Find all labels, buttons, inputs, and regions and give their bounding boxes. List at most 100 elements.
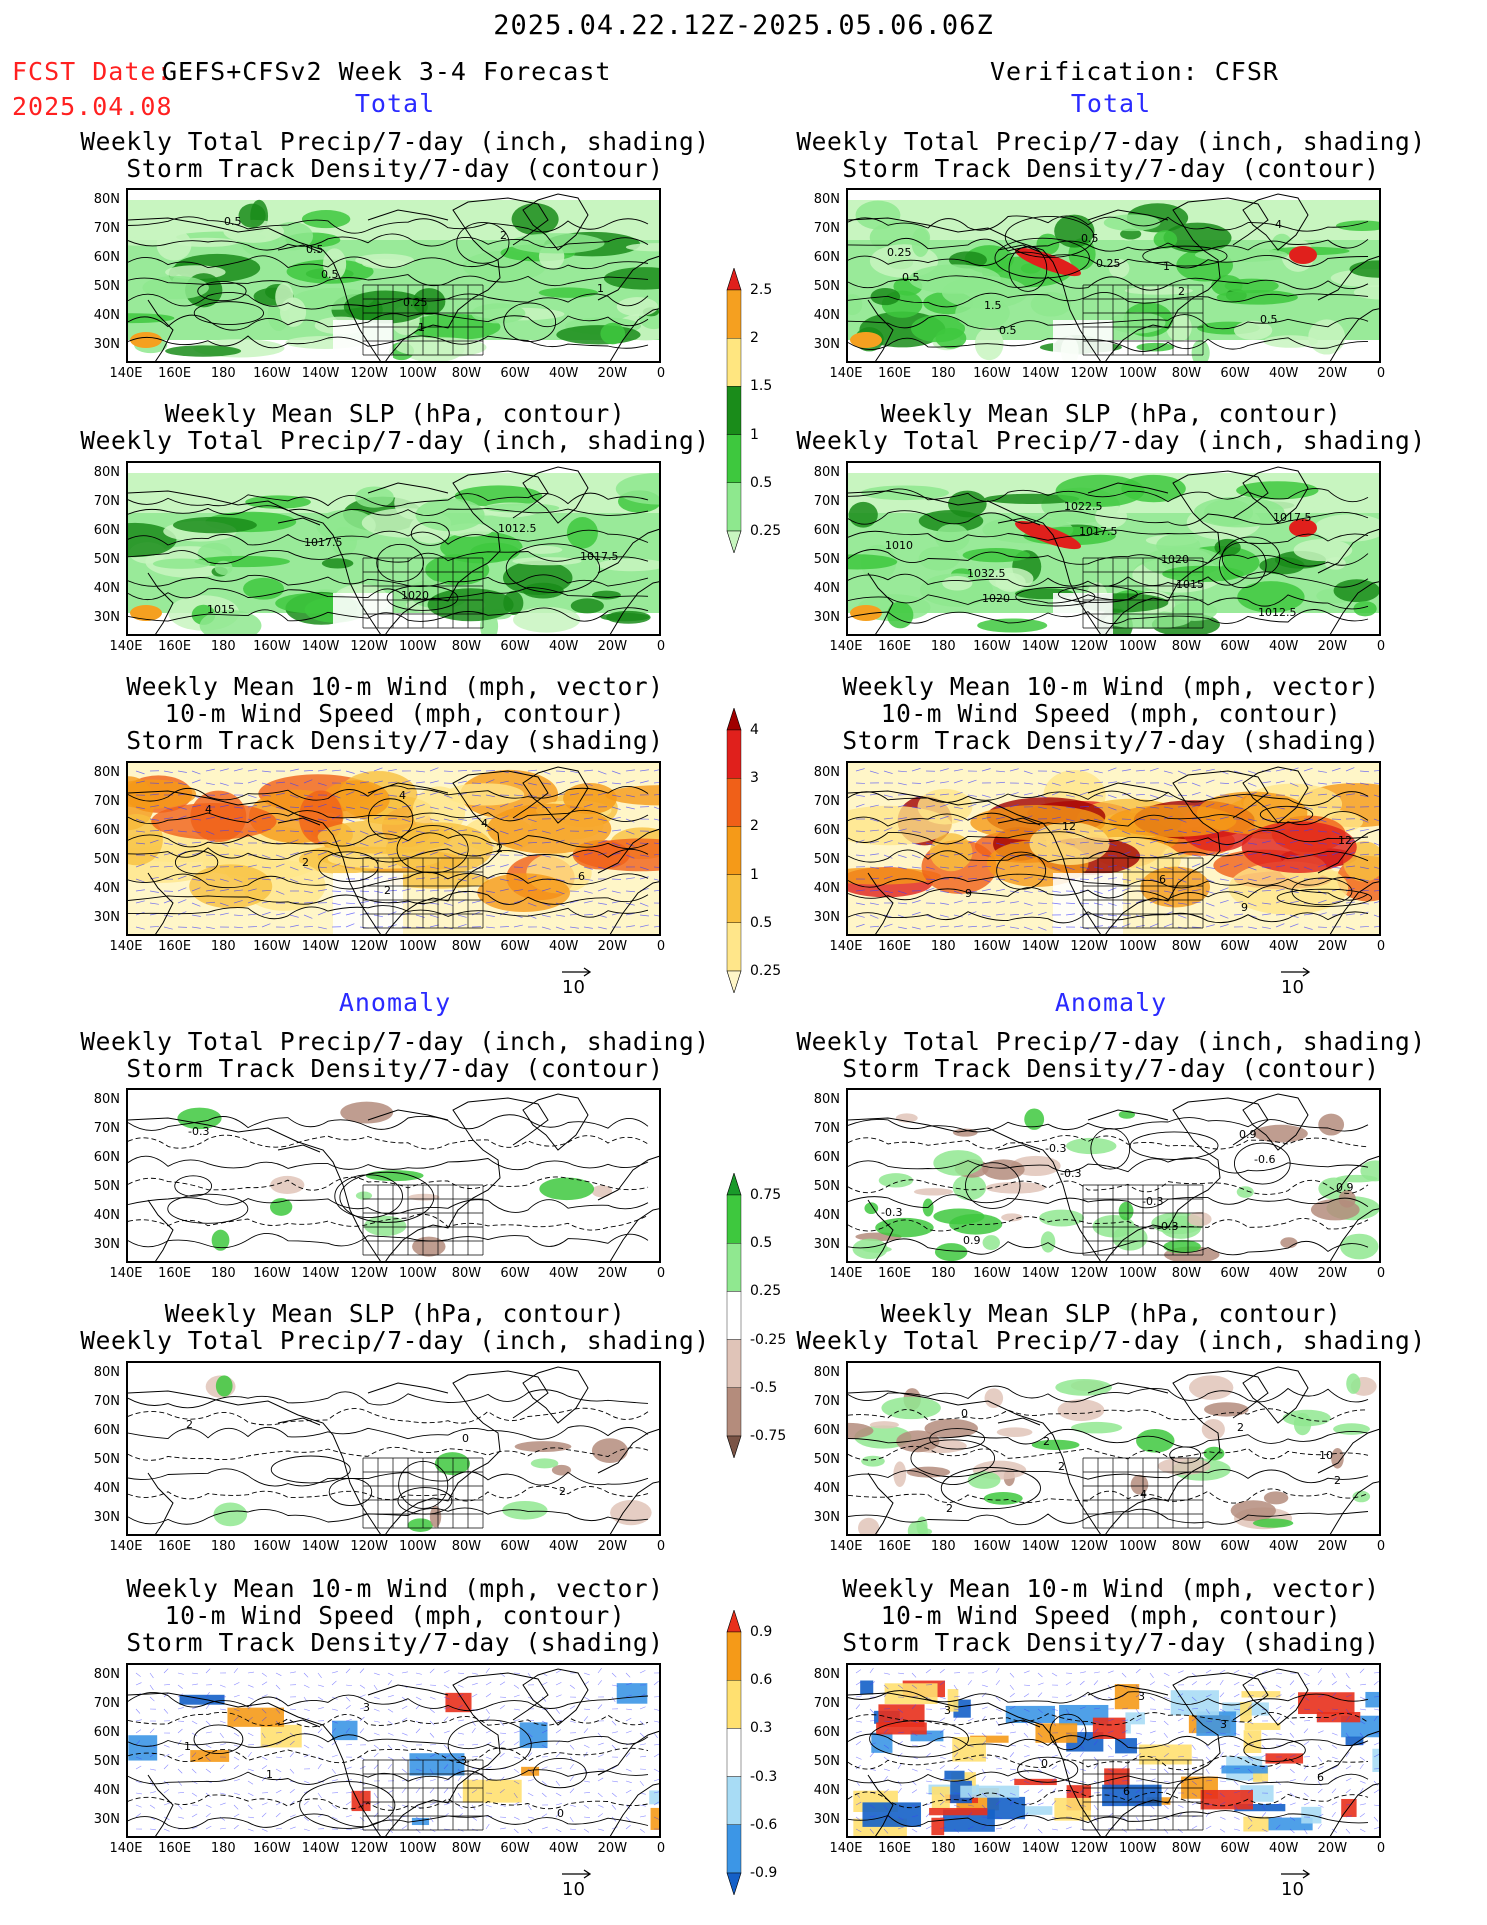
contour-label: 1017.5	[1273, 511, 1312, 524]
colorbar-label: 4	[750, 722, 759, 738]
contour-label: 1015	[207, 603, 235, 616]
longitude-label: 0	[1376, 939, 1386, 954]
state-borders	[362, 1457, 484, 1529]
colorbar-label: 0.75	[750, 1187, 782, 1203]
contour-label: 1	[1163, 260, 1170, 273]
longitude-label: 60W	[500, 1539, 530, 1554]
longitude-label: 140W	[1021, 366, 1060, 381]
longitude-label: 120W	[350, 366, 389, 381]
map-svg: 6 3 6 3 0 3	[848, 1667, 1379, 1836]
longitude-label: 100W	[398, 639, 437, 654]
longitude-label: 120W	[1070, 366, 1109, 381]
contour-label: 1012.5	[1258, 606, 1297, 619]
longitude-label: 40W	[549, 1266, 579, 1281]
longitude-label: 180	[210, 1539, 236, 1554]
longitude-label: 100W	[1118, 1266, 1157, 1281]
longitude-label: 140E	[109, 939, 143, 954]
latitude-label: 60N	[93, 823, 120, 838]
colorbar-label: 1	[750, 426, 759, 443]
longitude-label: 120W	[1070, 1266, 1109, 1281]
contour-label: 2	[559, 1485, 566, 1498]
longitude-label: 0	[656, 1266, 666, 1281]
contour-label: 6	[1123, 1785, 1130, 1798]
state-borders	[362, 284, 484, 356]
latitude-label: 70N	[93, 794, 120, 809]
latitude-label: 60N	[813, 1423, 840, 1438]
latitude-label: 60N	[93, 1423, 120, 1438]
panel-title-fcst-slp-precip: Weekly Mean SLP (hPa, contour) Weekly Tot…	[80, 399, 710, 455]
contour-label: 0.25	[403, 296, 428, 309]
map-verif-anom-precip-storm: -0.3 -0.3 0.9 0.9 0.9 -0.3 -0.3 -0.6 -0.3 80N 70N 6…	[814, 1088, 1385, 1281]
map-svg: 9 12 9 12 6	[848, 763, 1379, 934]
longitude-label: 0	[656, 1841, 666, 1856]
colorbar-label: 3	[750, 770, 759, 787]
map-verif-anom-slp-precip: 10 2 2 4 2 2 0 2 80N 70N 60N 50N 40N 30N 140E 160E 180 16…	[814, 1361, 1385, 1554]
precip-shading	[848, 200, 1379, 361]
longitude-label: 180	[210, 939, 236, 954]
contour-label: 3	[1138, 1690, 1145, 1703]
vector-reference-value: 10	[1281, 1879, 1304, 1900]
map-plot-area: -0.3 -0.3 0.9 0.9 0.9 -0.3 -0.3 -0.6 -0.3	[846, 1088, 1381, 1263]
contour-label: 12	[1062, 820, 1076, 833]
latitude-label: 70N	[93, 494, 120, 509]
longitude-label: 60W	[500, 1841, 530, 1856]
longitude-label: 20W	[1317, 1539, 1348, 1554]
latitude-label: 60N	[813, 823, 840, 838]
longitude-label: 160E	[158, 1841, 192, 1856]
longitude-label: 80W	[451, 639, 482, 654]
contour-label: -0.3	[188, 1125, 209, 1138]
coastlines	[128, 466, 659, 634]
longitude-label: 20W	[1317, 1266, 1348, 1281]
longitude-label: 60W	[500, 366, 530, 381]
latitude-label: 40N	[93, 581, 120, 596]
contour-label: 0.25	[887, 246, 912, 259]
longitude-label: 20W	[597, 939, 628, 954]
contour-label: 1010	[885, 539, 913, 552]
storm-shading	[848, 763, 1379, 934]
longitude-label: 160E	[878, 1841, 912, 1856]
coastlines	[128, 766, 659, 934]
coastlines	[848, 1093, 1379, 1261]
longitude-label: 80W	[1171, 939, 1202, 954]
longitude-label: 20W	[597, 1266, 628, 1281]
map-plot-area: 0.5 0.25 2 1 0.5 0.5 1	[126, 188, 661, 363]
contour-label: 2	[1178, 285, 1185, 298]
longitude-label: 160E	[158, 1266, 192, 1281]
latitude-label: 50N	[93, 1179, 120, 1194]
state-borders	[362, 1759, 484, 1831]
contour-lines	[848, 1690, 1369, 1827]
longitude-label: 40W	[1269, 1841, 1299, 1856]
latitude-label: 70N	[93, 1121, 120, 1136]
contour-label: 0	[462, 1432, 469, 1445]
latitude-label: 70N	[813, 1696, 840, 1711]
contour-label: 0.5	[306, 243, 324, 256]
longitude-label: 100W	[1118, 1841, 1157, 1856]
latitude-label: 40N	[93, 1783, 120, 1798]
colorbar-label: -0.3	[750, 1768, 778, 1785]
longitude-label: 180	[930, 1266, 956, 1281]
state-borders	[1082, 1759, 1204, 1831]
contour-lines	[128, 492, 649, 622]
latitude-label: 60N	[93, 1150, 120, 1165]
longitude-label: 160W	[253, 639, 291, 654]
panel-title-fcst-anom-wind-storm: Weekly Mean 10-m Wind (mph, vector) 10-m …	[126, 1574, 664, 1657]
longitude-label: 160W	[973, 939, 1011, 954]
latitude-label: 30N	[813, 910, 840, 925]
longitude-label: 180	[930, 639, 956, 654]
longitude-label: 40W	[1269, 639, 1299, 654]
latitude-label: 40N	[813, 881, 840, 896]
longitude-label: 100W	[1118, 366, 1157, 381]
map-verif-total-wind-storm: 9 12 9 12 6 80N 70N 60N 50N 40N 30N 140E 160E 180 160W…	[814, 761, 1385, 954]
longitude-label: 140W	[1021, 1266, 1060, 1281]
contour-label: 1	[418, 321, 425, 334]
contour-lines	[848, 215, 1369, 352]
longitude-label: 80W	[1171, 639, 1202, 654]
contour-label: 6	[1317, 1771, 1324, 1784]
longitude-label: 20W	[597, 1841, 628, 1856]
coastlines	[848, 1668, 1379, 1836]
vector-reference-verif-total: 10	[1281, 967, 1311, 998]
longitude-label: 20W	[597, 366, 628, 381]
fcst-date-label: FCST Date:	[12, 57, 173, 86]
latitude-label: 50N	[813, 1452, 840, 1467]
map-verif-total-precip-storm: 1 0.5 0.25 1.5 0.5 2 4 0.5 0.5 0.25 80N 70N 60N 50N 40…	[814, 188, 1385, 381]
